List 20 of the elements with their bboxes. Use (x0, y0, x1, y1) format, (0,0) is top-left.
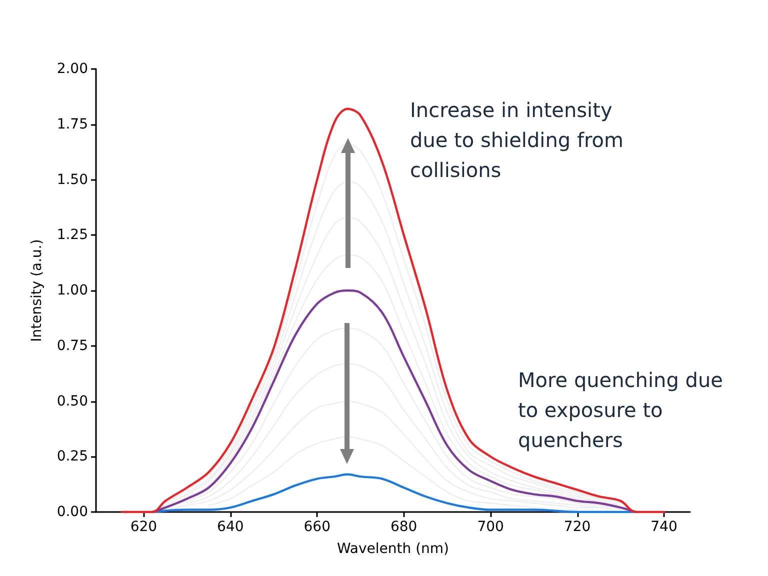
annotation: More quenching due to exposure to quenchers (518, 368, 723, 452)
y-tick-label: 1.00 (56, 282, 88, 298)
y-tick-label: 0.75 (56, 338, 88, 354)
y-tick-label: 1.25 (56, 227, 88, 244)
y-tick-label: 2.00 (56, 61, 88, 77)
y-axis-title: Intensity (a.u.) (29, 239, 45, 342)
annotation: Increase in intensity due to shielding from collisions (410, 98, 624, 182)
x-tick-label: 680 (390, 519, 418, 535)
y-tick-label: 0.25 (56, 448, 88, 465)
y-tick-label: 0.50 (56, 393, 88, 410)
x-tick-label: 660 (304, 519, 330, 535)
x-axis-title: Wavelenth (nm) (336, 541, 450, 557)
x-tick-label: 700 (477, 519, 504, 535)
y-tick-label: 1.75 (56, 116, 88, 132)
y-tick-label: 1.50 (56, 172, 88, 188)
x-tick-label: 620 (130, 519, 158, 535)
x-tick-label: 740 (650, 519, 678, 535)
y-tick-label: 0.00 (56, 504, 88, 520)
x-tick-label: 640 (217, 519, 244, 535)
x-tick-label: 720 (564, 519, 591, 535)
